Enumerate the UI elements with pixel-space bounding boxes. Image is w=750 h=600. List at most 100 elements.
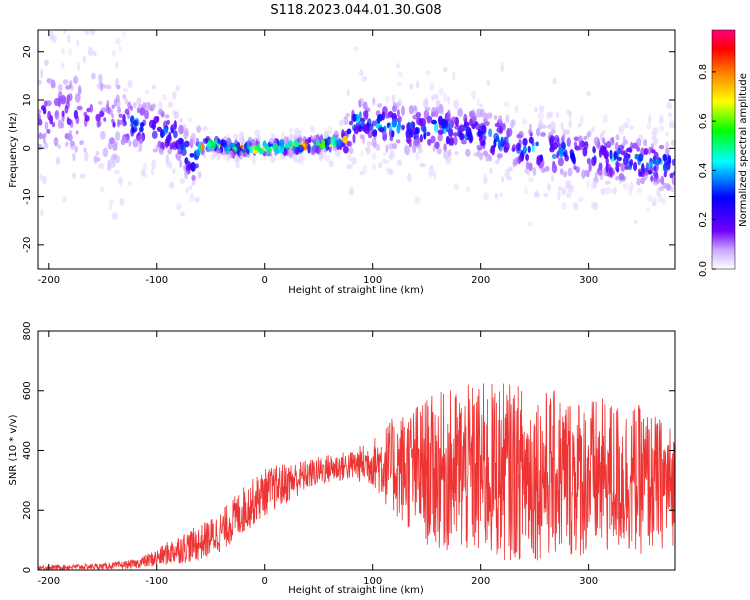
spectrogram-cell <box>387 169 394 175</box>
spectrogram-cell <box>75 130 79 135</box>
spectrogram-cell <box>119 198 125 206</box>
spectrogram-cell <box>550 128 556 134</box>
spectrogram-cell <box>140 169 146 176</box>
spectrogram-cell <box>115 61 119 69</box>
spectrogram-cell <box>342 117 348 125</box>
spectrogram-cell <box>173 130 178 139</box>
spectrogram-cell <box>552 78 557 85</box>
spectrogram-cell <box>648 114 652 124</box>
spectrogram-cell <box>547 183 551 192</box>
spectrogram-cell <box>477 129 482 138</box>
spectrogram-cell <box>603 149 609 159</box>
spectrogram-cell <box>352 133 356 144</box>
spectrogram-cell <box>652 196 657 207</box>
spectrogram-cell <box>658 186 663 192</box>
spectrogram-cell <box>669 172 674 179</box>
spectrogram-cell <box>605 186 612 195</box>
spectrogram-cell <box>273 137 277 146</box>
spectrogram-cell <box>546 124 551 129</box>
spectrogram-cell <box>320 154 324 160</box>
snr-y-tick-label: 0 <box>22 567 33 573</box>
spectrogram-cell <box>388 168 394 175</box>
spectrogram-cell <box>396 63 400 69</box>
spectrogram-cell <box>494 193 499 200</box>
spectrogram-cell <box>310 126 315 133</box>
spectrogram-cell <box>391 130 395 138</box>
spectrogram-cell <box>528 176 534 183</box>
spectrogram-cell <box>233 133 239 140</box>
spectrogram-cell <box>493 115 498 120</box>
spectrogram-cell <box>185 187 189 194</box>
spectrogram-cell <box>537 111 544 121</box>
spectrogram-cell <box>61 110 65 117</box>
spectrogram-cell <box>149 119 155 129</box>
spectrogram-cell <box>551 164 558 174</box>
spectrogram-cell <box>129 105 134 111</box>
spectrogram-cell <box>528 136 534 144</box>
spectrogram-cell <box>634 220 638 224</box>
spectrogram-cell <box>165 158 171 168</box>
spectrogram-x-tick-label: -200 <box>37 275 60 286</box>
spectrogram-cell <box>118 45 122 52</box>
spectrogram-cell <box>420 162 427 168</box>
spectrogram-cell <box>443 66 448 73</box>
spectrogram-cell <box>479 103 483 108</box>
spectrogram-cell <box>389 150 396 160</box>
spectrogram-cell <box>637 153 644 162</box>
spectrogram-cell <box>40 68 44 79</box>
spectrogram-cell <box>533 191 540 198</box>
spectrogram-cell <box>166 140 170 145</box>
spectrogram-cell <box>226 137 232 146</box>
spectrogram-cell <box>414 126 418 134</box>
spectrogram-cell <box>549 146 555 153</box>
spectrogram-cell <box>588 162 592 172</box>
spectrogram-cell <box>95 150 100 156</box>
spectrogram-cell <box>42 107 47 115</box>
spectrogram-cell <box>534 106 538 113</box>
spectrogram-cell <box>572 202 579 211</box>
spectrogram-cell <box>453 132 458 137</box>
spectrogram-cell <box>620 162 626 172</box>
spectrogram-cell <box>487 112 493 119</box>
spectrogram-cell <box>551 153 557 160</box>
spectrogram-cell <box>566 184 572 190</box>
spectrogram-cell <box>568 119 572 129</box>
spectrogram-cell <box>179 118 183 123</box>
spectrogram-cell <box>65 85 71 90</box>
spectrogram-cell <box>471 90 477 101</box>
spectrogram-cell <box>175 139 181 150</box>
spectrogram-cell <box>541 124 547 129</box>
spectrogram-cell <box>454 124 460 130</box>
spectrogram-cell <box>41 175 47 185</box>
spectrogram-cell <box>425 70 431 75</box>
spectrogram-cell <box>145 101 151 110</box>
spectrogram-cell <box>160 129 164 139</box>
spectrogram-cell <box>419 134 423 143</box>
spectrogram-cell <box>168 161 172 170</box>
spectrogram-cell <box>97 100 103 105</box>
spectrogram-cell <box>346 164 351 170</box>
spectrogram-cell <box>428 171 434 178</box>
spectrogram-cell <box>67 118 72 126</box>
spectrogram-cell <box>106 100 110 106</box>
spectrogram-cell <box>324 154 331 163</box>
spectrogram-cell <box>385 96 390 104</box>
spectrogram-cell <box>411 121 416 129</box>
spectrogram-cell <box>647 161 654 168</box>
spectrogram-cell <box>84 115 90 122</box>
spectrogram-cell <box>634 220 638 224</box>
spectrogram-cell <box>657 193 663 203</box>
spectrogram-cell <box>651 201 656 207</box>
spectrogram-cell <box>629 125 634 130</box>
spectrogram-cell <box>381 111 385 121</box>
spectrogram-cell <box>434 141 440 150</box>
spectrogram-cell <box>289 128 293 134</box>
spectrogram-cell <box>132 138 139 148</box>
spectrogram-cell <box>178 124 184 135</box>
spectrogram-cell <box>623 122 629 129</box>
spectrogram-cell <box>172 168 176 175</box>
spectrogram-cell <box>650 175 654 182</box>
spectrogram-cell <box>601 129 607 134</box>
spectrogram-cell <box>499 192 503 197</box>
